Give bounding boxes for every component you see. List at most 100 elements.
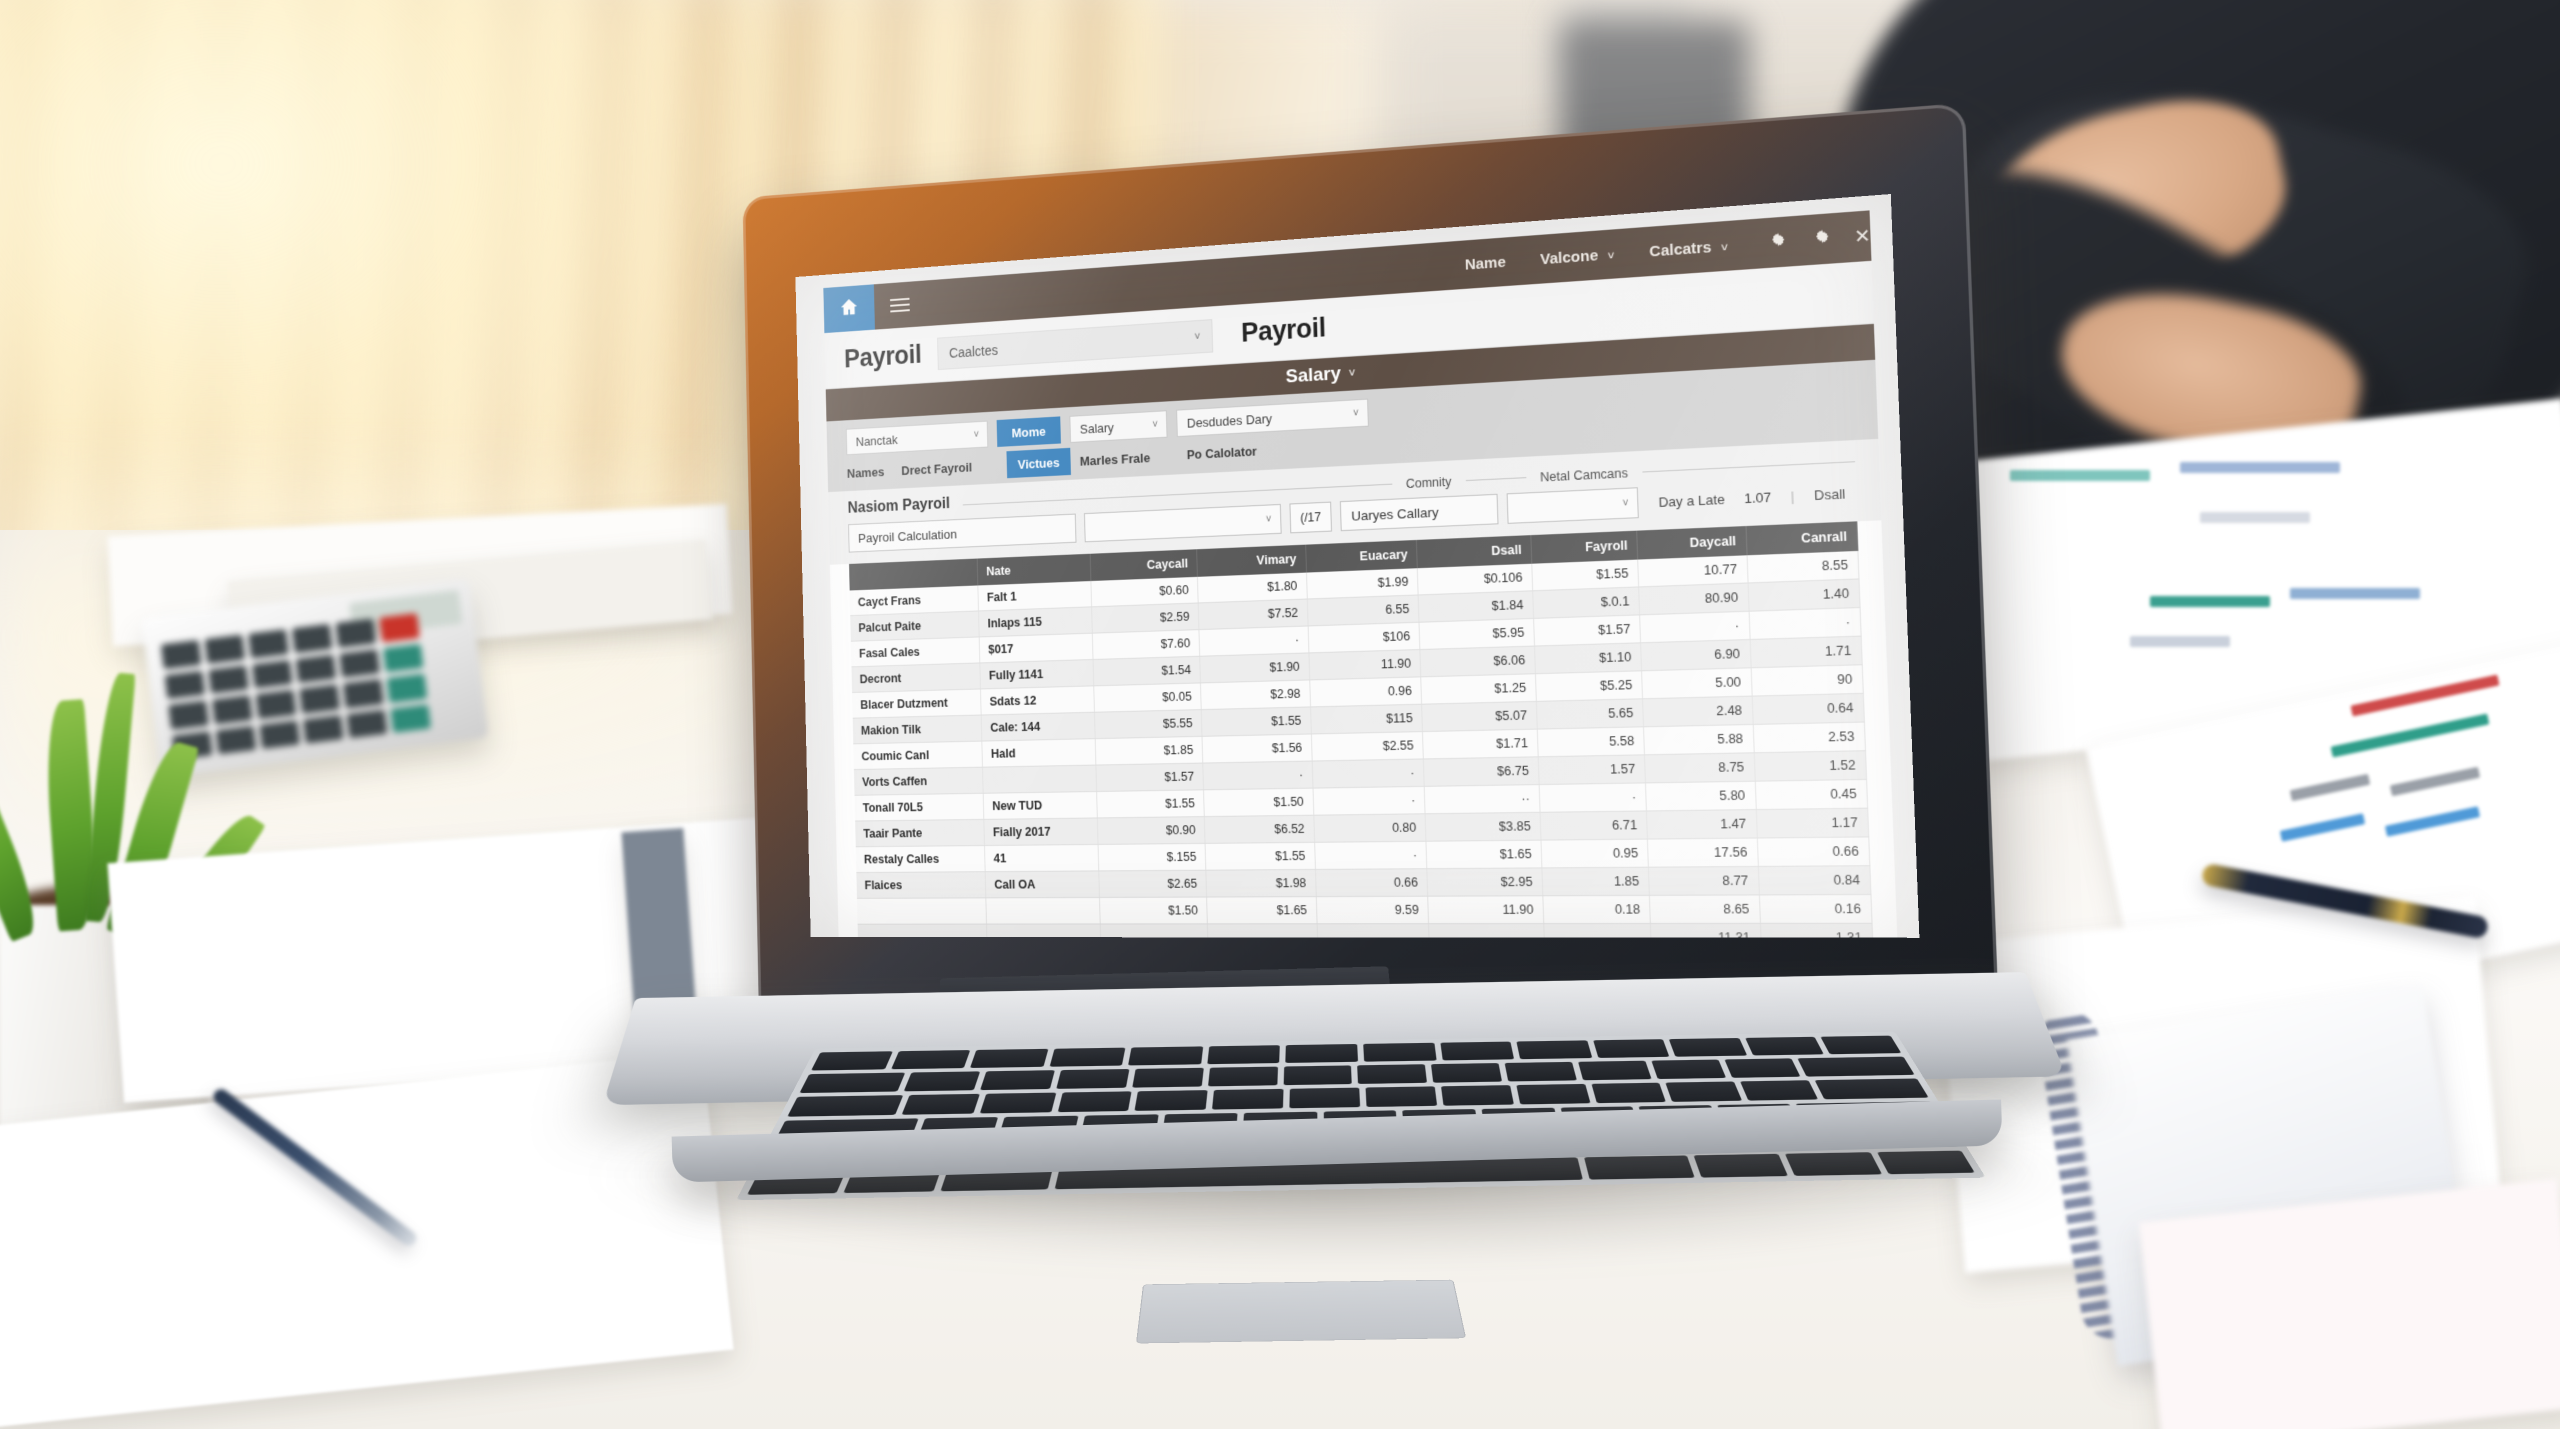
column-header-daycall[interactable]: Daycall	[1636, 526, 1747, 560]
keyboard-key[interactable]	[1584, 1155, 1695, 1180]
keyboard-key[interactable]	[1207, 1066, 1278, 1087]
keyboard-key[interactable]	[1669, 1037, 1748, 1057]
form-select-b[interactable]: ˅	[1506, 487, 1640, 524]
cell-name: Decront	[851, 662, 981, 693]
form-select-a[interactable]: ˅	[1084, 503, 1282, 543]
keyboard-key[interactable]	[1785, 1152, 1882, 1176]
link-calculator[interactable]: Po Calolator	[1186, 444, 1257, 463]
keyboard-key[interactable]	[1745, 1036, 1825, 1056]
keyboard-key[interactable]	[1820, 1035, 1902, 1055]
keyboard-key[interactable]	[1285, 1043, 1359, 1063]
payroll-calculation-input[interactable]: Payroil Calculation	[848, 513, 1077, 553]
uaryes-callary-input[interactable]: Uaryes Callary	[1340, 493, 1499, 532]
keyboard-key[interactable]	[1057, 1091, 1132, 1113]
link-direct-payroll[interactable]: Drect Fayroil	[901, 459, 973, 478]
keyboard-key[interactable]	[1132, 1067, 1204, 1088]
keyboard-key[interactable]	[1516, 1083, 1591, 1105]
keyboard-key[interactable]	[980, 1070, 1055, 1091]
keyboard-key[interactable]	[1357, 1064, 1428, 1084]
keyboard-key[interactable]	[1796, 1056, 1915, 1077]
cell-vimary: $1.55	[1204, 842, 1316, 871]
keyboard-key[interactable]	[903, 1071, 981, 1092]
keyboard-key[interactable]	[1431, 1063, 1503, 1083]
home-button[interactable]	[823, 284, 875, 334]
keyboard-key[interactable]	[1876, 1150, 1975, 1175]
keyboard-key[interactable]	[1289, 1087, 1361, 1109]
page-indicator-field[interactable]: (/17	[1289, 501, 1333, 534]
close-icon[interactable]: ✕	[1853, 225, 1871, 248]
cell-vimary: ·	[1202, 761, 1313, 790]
cell-fayroll: $1.57	[1533, 614, 1641, 647]
keyboard-key[interactable]	[799, 1072, 906, 1094]
cell-daycall: 80.90	[1638, 582, 1749, 615]
keyboard-key[interactable]	[1212, 1088, 1284, 1110]
keyboard-key[interactable]	[1440, 1085, 1514, 1106]
column-header-caycall[interactable]: Caycall	[1090, 549, 1198, 582]
keyboard-key[interactable]	[1049, 1047, 1126, 1067]
link-marles-frale[interactable]: Marles Frale	[1079, 449, 1151, 469]
cell-euacary: 0.80	[1313, 813, 1427, 843]
keyboard-key[interactable]	[1134, 1090, 1208, 1111]
keyboard-key[interactable]	[1740, 1080, 1819, 1101]
hamburger-icon	[890, 303, 910, 307]
column-header-euacary[interactable]: Euacary	[1305, 539, 1418, 573]
keyboard-key[interactable]	[1207, 1045, 1281, 1065]
keyboard-key[interactable]	[1363, 1042, 1437, 1062]
keyboard-key[interactable]	[890, 1050, 971, 1070]
keyboard-key[interactable]	[1591, 1082, 1667, 1104]
table-row[interactable]: Flaices Call OA $2.65 $1.98 0.66 $2.95 1.85 8.7…	[856, 865, 1871, 899]
keyboard-key[interactable]	[1592, 1039, 1670, 1058]
keyboard-key[interactable]	[1283, 1065, 1353, 1086]
keyboard-key[interactable]	[787, 1095, 904, 1117]
keyboard-key[interactable]	[1439, 1041, 1515, 1061]
cell-dsall: $2.95	[1427, 867, 1543, 897]
cell-canrall: 1.52	[1753, 750, 1867, 782]
laptop-trackpad[interactable]	[1135, 1279, 1467, 1344]
cell-euacary: ·	[1314, 841, 1428, 870]
keyboard-key[interactable]	[811, 1051, 893, 1071]
keyboard-key[interactable]	[1651, 1059, 1726, 1080]
mome-button[interactable]: Mome	[996, 416, 1061, 447]
chevron-down-icon: ˅	[1194, 330, 1201, 343]
nanctak-select[interactable]: Nanctak ˅	[845, 420, 989, 456]
gear-icon[interactable]	[1770, 231, 1787, 253]
module-select[interactable]: Caalctes ˅	[937, 318, 1214, 370]
table-row[interactable]: $1.50 $1.65 9.59 11.90 0.18 8.65 0.16	[856, 894, 1873, 925]
table-row[interactable]: 11.31 1.31	[857, 923, 1874, 938]
keyboard-key[interactable]	[1814, 1078, 1929, 1100]
keyboard-key[interactable]	[901, 1093, 980, 1115]
gear-icon[interactable]	[1814, 228, 1831, 250]
column-header-canrall[interactable]: Canrall	[1745, 521, 1858, 556]
menu-item-name[interactable]: Name	[1465, 253, 1507, 273]
keyboard-key[interactable]	[1693, 1153, 1789, 1178]
column-header-dsall[interactable]: Dsall	[1416, 535, 1532, 569]
cell-dsall: $5.95	[1419, 618, 1535, 650]
cell-daycall: 2.48	[1642, 696, 1753, 727]
cell-note	[982, 765, 1097, 794]
day-a-late-field[interactable]: Day a Late 1.07 | Dsall	[1648, 477, 1857, 518]
menu-item-calcatrs[interactable]: Calcatrs ˅	[1649, 237, 1728, 260]
keyboard-key[interactable]	[1724, 1058, 1801, 1078]
link-names[interactable]: Names	[846, 464, 885, 481]
cell-vimary: $1.50	[1203, 788, 1314, 817]
keyboard-key[interactable]	[1056, 1068, 1130, 1089]
cell-name: Restaly Calles	[855, 845, 986, 873]
column-header-fayroll[interactable]: Fayroll	[1530, 530, 1638, 564]
keyboard-key[interactable]	[979, 1092, 1056, 1114]
menu-item-valcone[interactable]: Valcone ˅	[1540, 245, 1615, 267]
keyboard-key[interactable]	[1504, 1061, 1577, 1082]
cell-canrall: 1.17	[1755, 808, 1869, 839]
keyboard-key[interactable]	[970, 1048, 1049, 1068]
cell-vimary: $6.52	[1204, 815, 1315, 844]
keyboard-key[interactable]	[1578, 1060, 1652, 1081]
menu-toggle-button[interactable]	[874, 281, 926, 330]
deductions-select[interactable]: Desdudes Dary ˅	[1176, 398, 1369, 438]
keyboard-key[interactable]	[1665, 1081, 1743, 1102]
cell-dsall: $6.75	[1423, 756, 1540, 787]
salary-select[interactable]: Salary ˅	[1069, 410, 1168, 443]
victues-button[interactable]: Victues	[1006, 447, 1071, 479]
column-header-vimary[interactable]: Vimary	[1196, 544, 1307, 577]
keyboard-key[interactable]	[1128, 1046, 1204, 1066]
keyboard-key[interactable]	[1365, 1086, 1437, 1107]
keyboard-key[interactable]	[1516, 1040, 1593, 1060]
